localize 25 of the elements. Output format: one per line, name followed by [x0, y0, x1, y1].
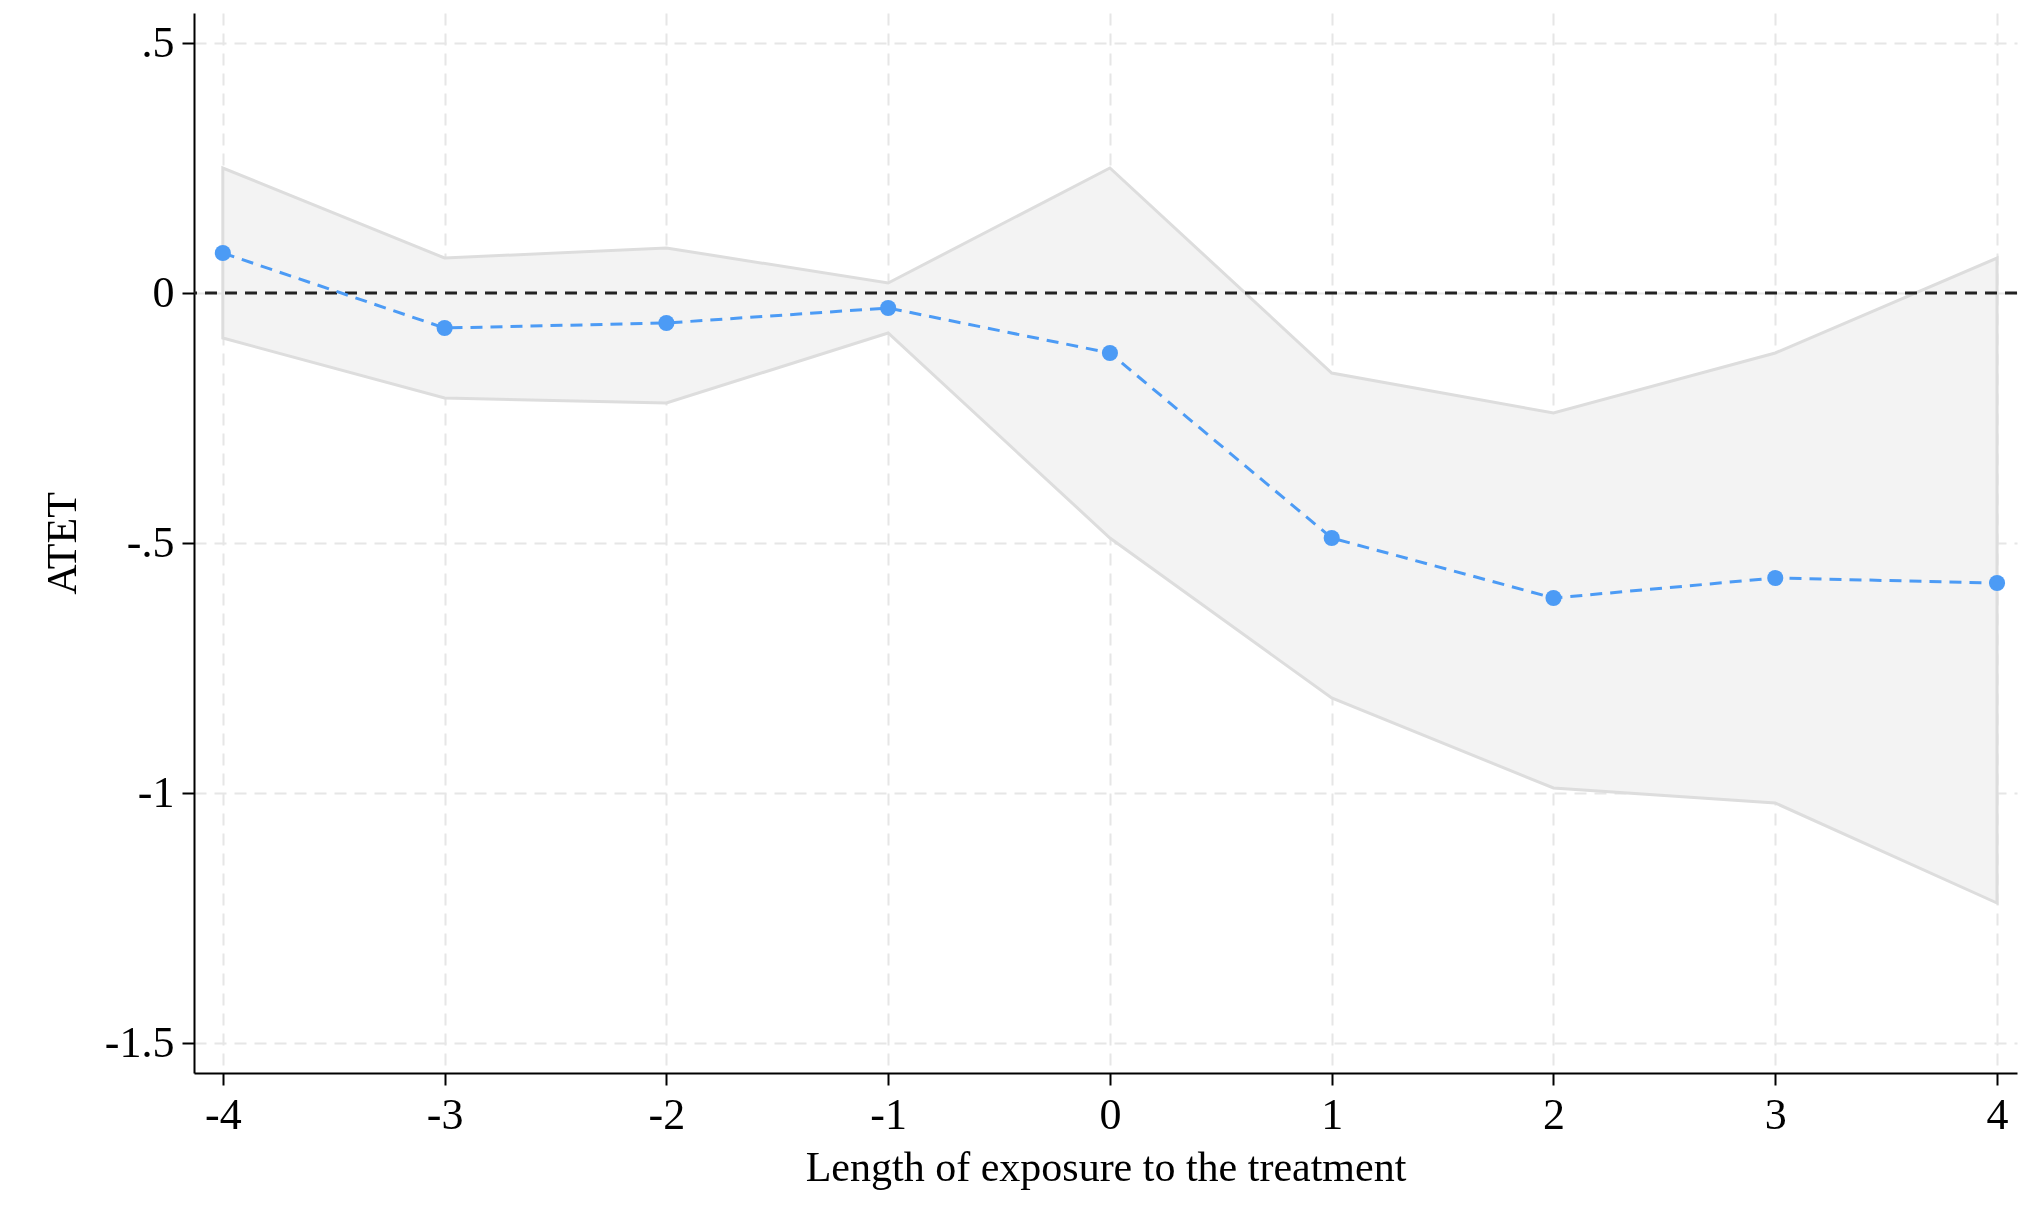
y-tick-label: 0 [152, 267, 175, 317]
x-tick-label: -3 [426, 1089, 464, 1139]
x-tick-label: -2 [648, 1089, 686, 1139]
x-tick-label: 1 [1321, 1089, 1344, 1139]
point [1988, 574, 2006, 592]
point [1767, 569, 1784, 587]
y-axis-title: ATET [38, 492, 85, 595]
x-tick-label: 2 [1542, 1089, 1565, 1139]
x-tick-label: -4 [205, 1089, 242, 1139]
point [658, 314, 675, 332]
x-tick-label: 3 [1764, 1089, 1787, 1139]
point [214, 244, 231, 262]
point [1323, 529, 1340, 547]
y-tick-label: -.5 [126, 517, 175, 567]
point [1545, 589, 1562, 607]
point [1101, 344, 1118, 362]
x-tick-label: 0 [1099, 1089, 1122, 1139]
x-axis-title: Length of exposure to the treatment [805, 1143, 1407, 1190]
y-tick-label: -1 [137, 767, 175, 817]
point [880, 299, 897, 317]
x-tick-label: 4 [1986, 1089, 2009, 1139]
x-tick-label: -1 [870, 1089, 907, 1139]
y-tick-label: .5 [141, 17, 175, 67]
y-tick-label: -1.5 [104, 1017, 175, 1067]
point [436, 319, 453, 337]
